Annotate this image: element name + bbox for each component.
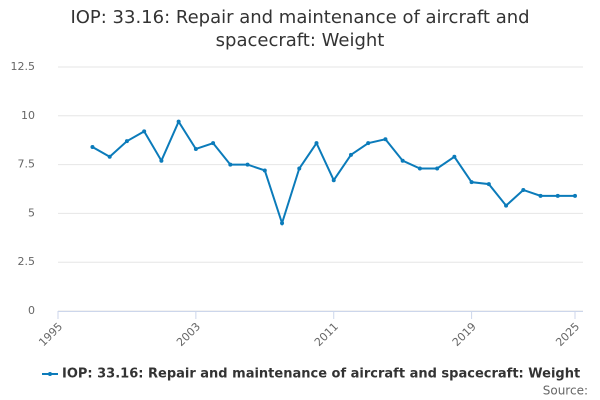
point	[521, 187, 526, 192]
point	[383, 137, 388, 142]
point	[142, 129, 147, 134]
point	[348, 152, 353, 157]
point	[417, 166, 422, 171]
point	[280, 221, 285, 226]
point	[193, 146, 198, 151]
point	[90, 145, 95, 150]
legend-marker	[48, 372, 52, 376]
x-tick-label: 2011	[312, 320, 341, 349]
point	[211, 141, 216, 146]
point	[435, 166, 440, 171]
point	[469, 180, 474, 185]
x-tick-label: 2019	[450, 320, 479, 349]
y-tick-label: 10	[21, 109, 35, 122]
x-tick-label: 2025	[553, 320, 582, 349]
point	[314, 141, 319, 146]
point	[573, 193, 577, 198]
y-tick-label: 7.5	[18, 158, 36, 171]
point	[262, 168, 267, 173]
point	[124, 139, 129, 144]
point	[504, 203, 509, 208]
x-tick-label: 2003	[174, 320, 203, 349]
legend-label: IOP: 33.16: Repair and maintenance of ai…	[62, 367, 580, 382]
point	[159, 158, 164, 163]
point	[400, 158, 405, 163]
point	[245, 162, 250, 167]
y-tick-label: 12.5	[11, 60, 36, 73]
point	[228, 162, 233, 167]
x-tick-label: 1995	[36, 320, 65, 349]
point	[176, 119, 181, 124]
point	[331, 178, 336, 183]
point	[107, 154, 112, 159]
y-tick-label: 2.5	[18, 255, 36, 268]
point	[452, 154, 457, 159]
series-line	[91, 119, 575, 227]
point	[366, 141, 371, 146]
source: Source:	[543, 384, 588, 398]
chart-title: IOP: 33.16: Repair and maintenance of ai…	[70, 7, 530, 51]
point	[486, 182, 491, 187]
point	[297, 166, 302, 171]
y-tick-label: 0	[28, 304, 35, 317]
point	[555, 193, 560, 198]
y-tick-label: 5	[28, 206, 35, 219]
point	[538, 193, 543, 198]
